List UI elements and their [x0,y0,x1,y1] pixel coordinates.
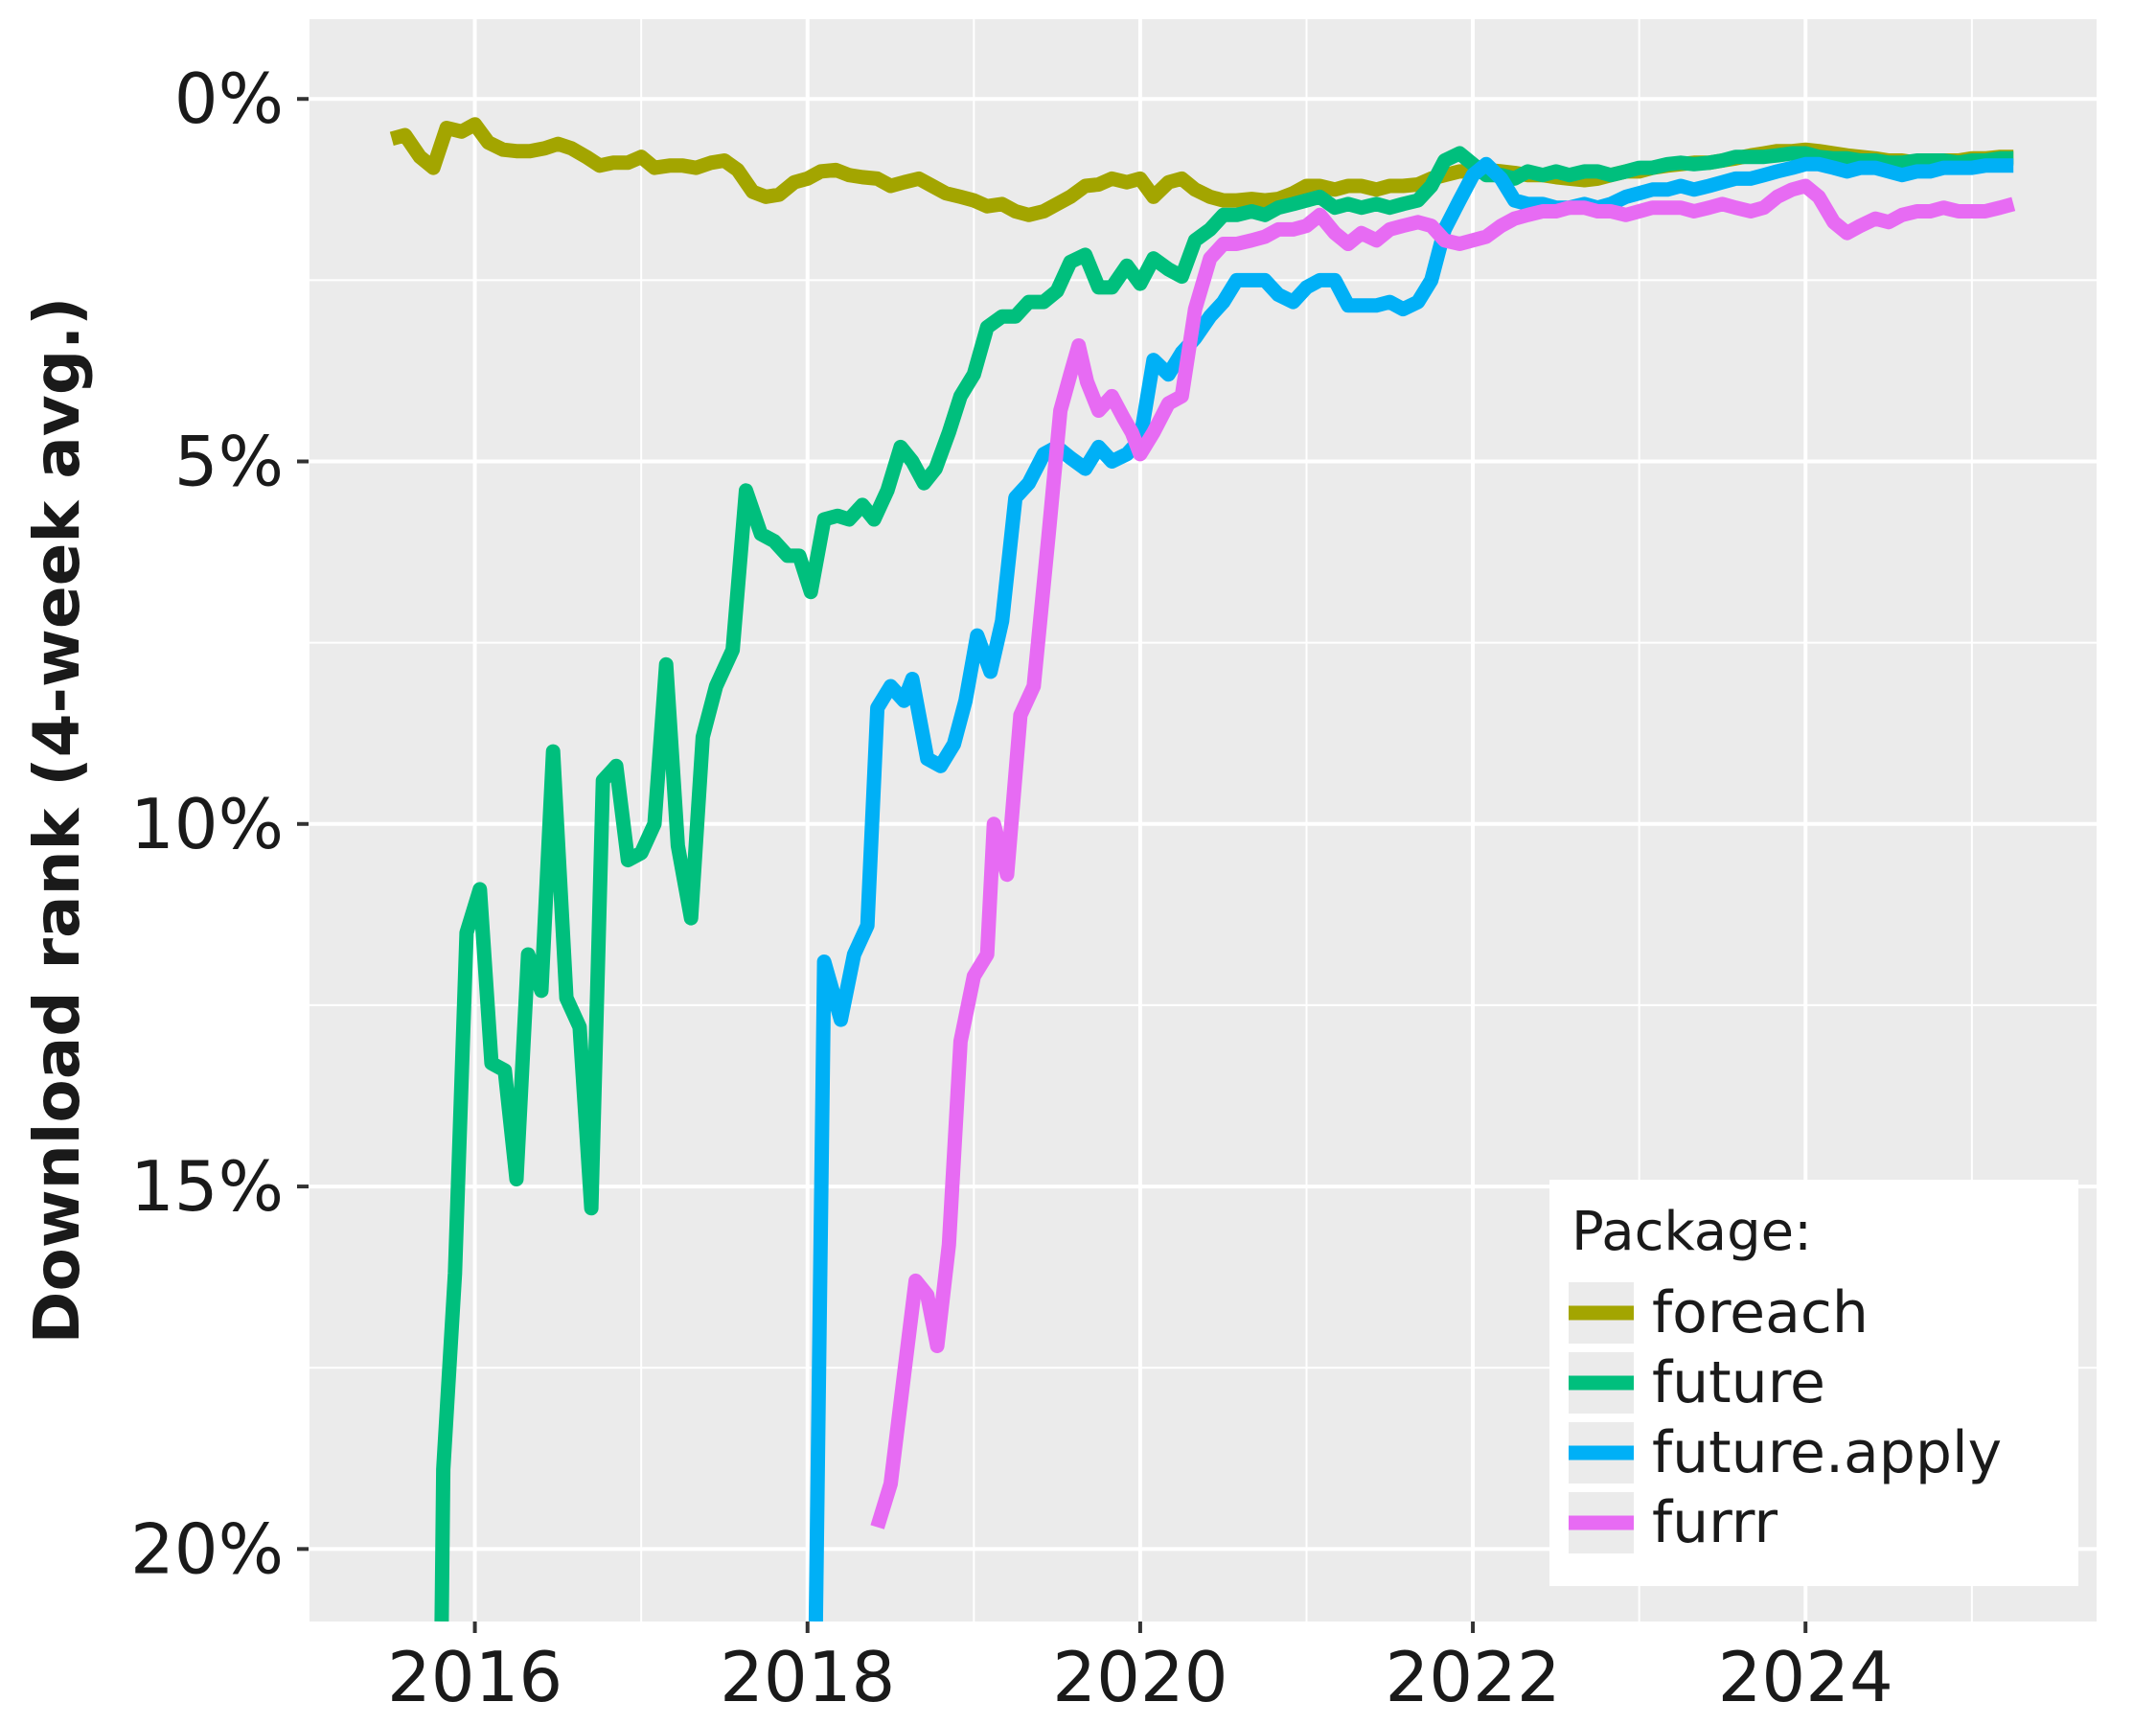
y-tick-label: 20% [130,1508,284,1589]
x-tick-label: 2020 [1052,1637,1227,1717]
series-lines [389,117,2016,1622]
series-line-furrr [870,178,2016,1530]
y-tick-label: 0% [174,58,284,139]
legend-label: future.apply [1652,1419,2002,1486]
x-tick-label: 2018 [720,1637,895,1717]
legend-box [1549,1180,2078,1586]
y-tick-labels: 0% 5% 10% 15% 20% [130,58,284,1589]
y-tick-label: 10% [130,784,284,864]
legend-label: furrr [1652,1489,1778,1556]
legend-label: future [1652,1349,1825,1416]
series-line-future [434,146,2014,1622]
y-axis-label: Download rank (4-week avg.) [20,297,94,1345]
y-tick-label: 5% [174,422,284,502]
x-tick-label: 2016 [387,1637,562,1717]
x-tick-label: 2022 [1385,1637,1560,1717]
y-tick-label: 15% [130,1146,284,1227]
x-tick-label: 2024 [1718,1637,1893,1717]
x-tick-labels: 2016 2018 2020 2022 2024 [387,1637,1893,1717]
axis-ticks [297,97,1808,1633]
legend-title: Package: [1571,1201,1812,1263]
legend-label: foreach [1652,1279,1869,1346]
series-line-future-apply [808,156,2014,1622]
